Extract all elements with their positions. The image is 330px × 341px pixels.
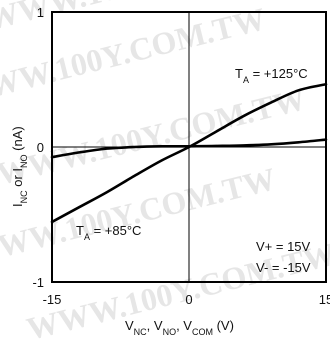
x-tick-label: 15 bbox=[319, 292, 330, 307]
text-part: COM bbox=[192, 327, 213, 337]
y-tick-label: -1 bbox=[32, 275, 44, 290]
text-part: A bbox=[243, 75, 249, 85]
text-part: , V bbox=[147, 318, 163, 333]
series-label-85c: TA = +85°C bbox=[76, 223, 141, 242]
series-line-1 bbox=[50, 138, 328, 159]
y-tick-label: 1 bbox=[37, 5, 44, 20]
x-axis-label: VNC, VNO, VCOM (V) bbox=[125, 318, 234, 337]
tick-labels: 1 0 -1 -15 0 15 bbox=[32, 5, 330, 307]
text-part: = +125°C bbox=[249, 66, 308, 81]
text-part: NO bbox=[163, 327, 177, 337]
x-tick-label: 0 bbox=[185, 292, 192, 307]
series-group bbox=[50, 82, 328, 224]
text-part: = +85°C bbox=[90, 223, 141, 238]
text-part: NO bbox=[19, 154, 29, 168]
text-part: A bbox=[84, 232, 90, 242]
text-part: T bbox=[235, 66, 243, 81]
y-tick-label: 0 bbox=[37, 140, 44, 155]
condition-text: V+ = 15V bbox=[256, 239, 311, 254]
text-part: T bbox=[76, 223, 84, 238]
series-label-125c: TA = +125°C bbox=[235, 66, 308, 85]
test-conditions: V+ = 15V V- = -15V bbox=[256, 239, 311, 275]
text-part: , V bbox=[176, 318, 192, 333]
text-part: NC bbox=[19, 190, 29, 203]
text-part: I bbox=[10, 203, 25, 207]
text-part: V bbox=[125, 318, 134, 333]
text-part: (V) bbox=[213, 318, 234, 333]
y-axis-label: INC or INO (nA) bbox=[10, 126, 29, 207]
condition-text: V- = -15V bbox=[256, 260, 311, 275]
plot-frame bbox=[51, 11, 327, 283]
text-part: (nA) bbox=[10, 126, 25, 154]
x-tick-label: -15 bbox=[43, 292, 62, 307]
text-part: NC bbox=[134, 327, 147, 337]
text-part: or I bbox=[10, 168, 25, 190]
